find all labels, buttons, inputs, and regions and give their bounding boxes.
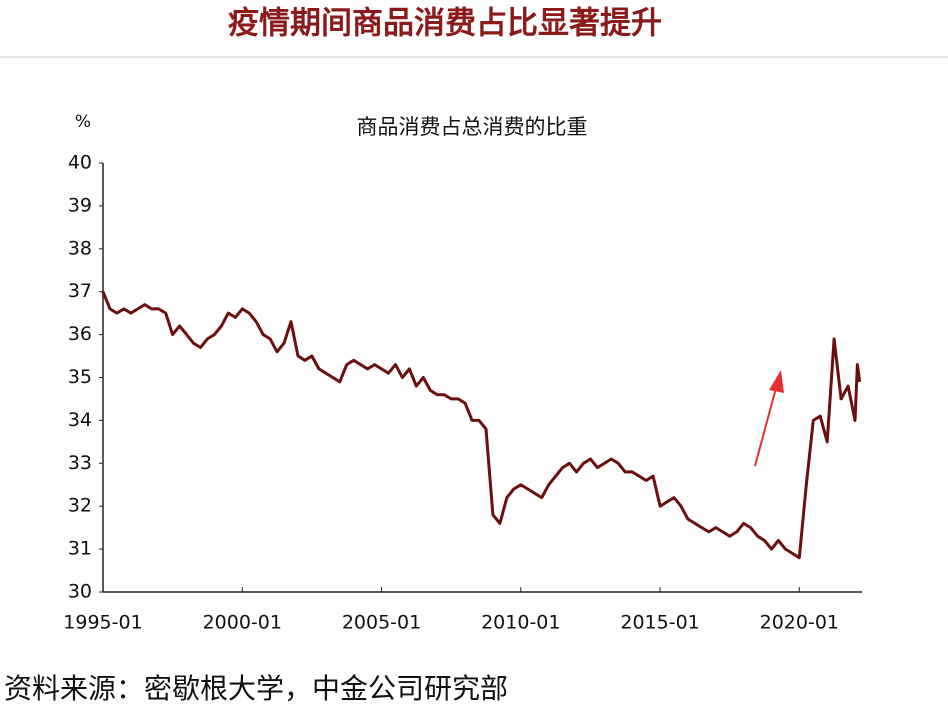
- x-tick-label: 2015-01: [620, 612, 699, 634]
- x-tick-label: 2010-01: [481, 612, 560, 634]
- y-tick-label: 34: [68, 409, 92, 431]
- x-tick-label: 1995-01: [63, 612, 142, 634]
- chart-title: 商品消费占总消费的比重: [357, 115, 588, 139]
- x-tick-label: 2020-01: [760, 612, 839, 634]
- y-tick-label: 31: [68, 538, 92, 560]
- y-tick-label: 38: [68, 237, 92, 259]
- x-tick-label: 2005-01: [342, 612, 421, 634]
- y-unit: %: [75, 112, 91, 132]
- y-tick-label: 37: [68, 280, 92, 302]
- header-title: 疫情期间商品消费占比显著提升: [228, 6, 662, 42]
- source: 资料来源：密歇根大学，中金公司研究部: [4, 672, 508, 705]
- y-tick-label: 40: [68, 152, 92, 174]
- data-line: [101, 291, 862, 560]
- y-tick-label: 30: [68, 581, 92, 603]
- arrow: [754, 370, 784, 467]
- y-tick-label: 39: [68, 194, 92, 216]
- y-tick-label: 36: [68, 323, 92, 345]
- y-tick-label: 33: [68, 452, 92, 474]
- y-tick-label: 35: [68, 366, 92, 388]
- y-tick-label: 32: [68, 495, 92, 517]
- x-tick-label: 2000-01: [203, 612, 282, 634]
